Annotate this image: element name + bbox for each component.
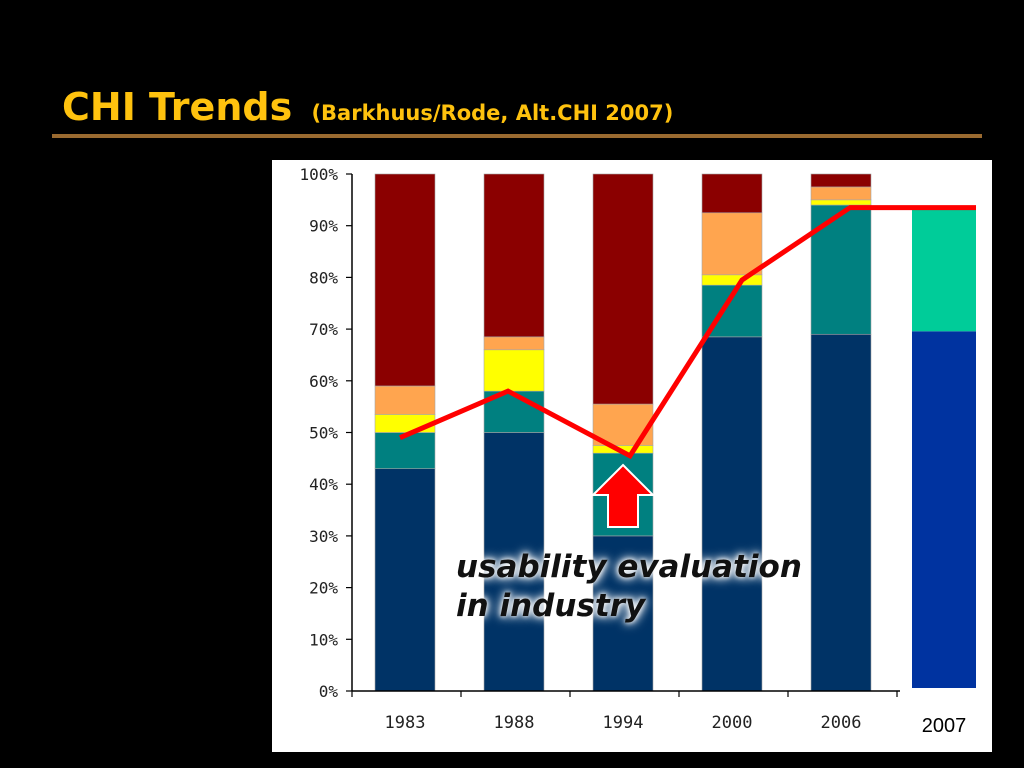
bar-1983-segment-1 xyxy=(374,432,436,469)
bar-1988-segment-2 xyxy=(483,349,545,392)
x-tick-label-2007: 2007 xyxy=(922,715,967,737)
slide-subtitle: (Barkhuus/Rode, Alt.CHI 2007) xyxy=(311,101,674,125)
bar-2006-segment-3 xyxy=(810,186,872,201)
bar-1983-segment-4 xyxy=(374,173,436,387)
title-divider xyxy=(52,134,982,138)
bar-2006-segment-0 xyxy=(810,333,872,692)
bar-2000-segment-4 xyxy=(701,173,763,214)
bar-2007-segment-0 xyxy=(912,331,976,688)
bar-1988-segment-4 xyxy=(483,173,545,338)
bar-2006-segment-2 xyxy=(810,199,872,206)
slide-title: CHI Trends (Barkhuus/Rode, Alt.CHI 2007) xyxy=(62,84,673,136)
stacked-bar-chart: 2007 0% 10% 20% 30% 40% 50% 60% 70% 80% 90% 100% 198… xyxy=(299,165,977,737)
x-tick-label-1988: 1988 xyxy=(494,713,535,733)
bar-2006-segment-4 xyxy=(810,173,872,188)
x-tick-label-2000: 2000 xyxy=(712,713,753,733)
annotation-callout: usability evaluation in industry xyxy=(456,548,802,626)
bar-1994-segment-0 xyxy=(592,535,654,692)
chart-panel: 2007 0% 10% 20% 30% 40% 50% 60% 70% 80% 90% 100% 198… xyxy=(272,160,992,752)
bar-2007-segment-1 xyxy=(912,207,976,332)
y-tick-label-10: 10% xyxy=(309,630,338,649)
y-tick-label-0: 0% xyxy=(319,682,339,701)
y-tick-label-30: 30% xyxy=(309,527,338,546)
x-tick-label-1994: 1994 xyxy=(603,713,644,733)
y-tick-label-40: 40% xyxy=(309,475,338,494)
bar-1983-segment-0 xyxy=(374,468,436,692)
bar-1988-segment-3 xyxy=(483,336,545,351)
annotation-arrow-icon xyxy=(590,463,656,528)
slide-title-text: CHI Trends xyxy=(62,85,293,129)
bar-2000-segment-2 xyxy=(701,274,763,286)
y-tick-label-60: 60% xyxy=(309,372,338,391)
y-tick-label-90: 90% xyxy=(309,217,338,236)
y-tick-label-70: 70% xyxy=(309,320,338,339)
bar-2000-segment-0 xyxy=(701,336,763,692)
bar-1983-segment-3 xyxy=(374,385,436,415)
bar-1983-segment-2 xyxy=(374,414,436,433)
bar-1994-segment-4 xyxy=(592,173,654,405)
bar-2000-segment-3 xyxy=(701,212,763,276)
trend-line xyxy=(399,205,976,460)
y-tick-label-80: 80% xyxy=(309,268,338,287)
bar-1988-segment-0 xyxy=(483,432,545,692)
bar-2006-segment-1 xyxy=(810,204,872,335)
annotation-line-1: usability evaluation xyxy=(456,549,802,585)
y-tick-label-100: 100% xyxy=(299,165,338,184)
y-tick-label-50: 50% xyxy=(309,424,338,443)
annotation-line-2: in industry xyxy=(456,588,646,624)
y-tick-label-20: 20% xyxy=(309,579,338,598)
x-tick-label-1983: 1983 xyxy=(385,713,426,733)
x-tick-label-2006: 2006 xyxy=(821,713,862,733)
